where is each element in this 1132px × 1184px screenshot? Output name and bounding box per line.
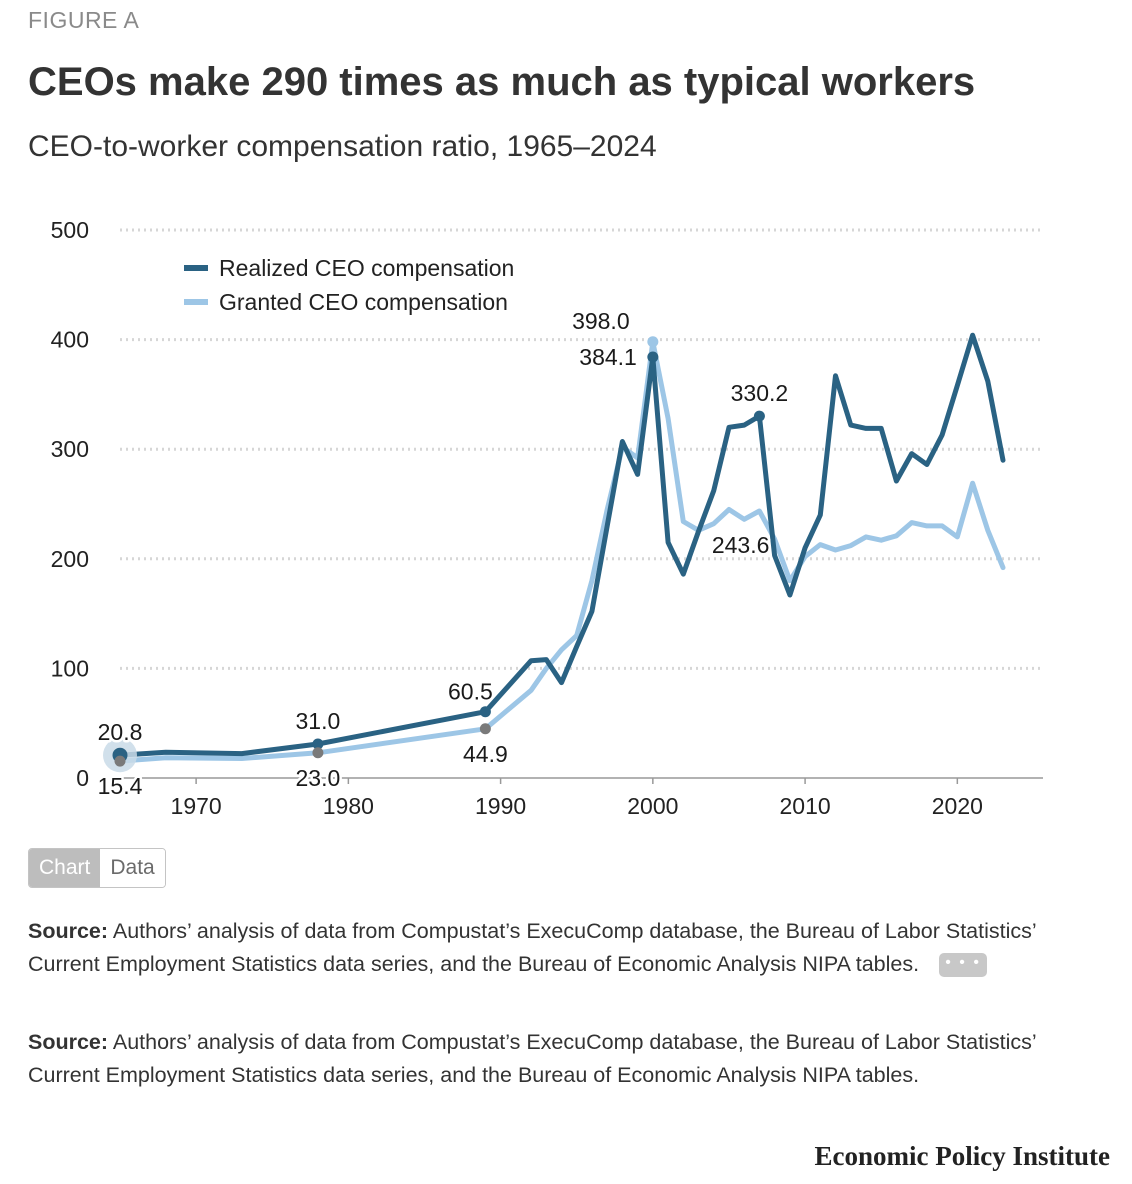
series-lines	[117, 332, 1006, 764]
y-tick-label: 300	[51, 436, 89, 462]
x-tick-label: 1970	[171, 793, 222, 819]
data-label: 44.9	[463, 741, 508, 767]
source-label: Source:	[28, 1030, 109, 1054]
expand-source-button[interactable]: • • •	[939, 953, 988, 978]
data-markers	[103, 336, 765, 773]
y-tick-label: 100	[51, 655, 89, 681]
data-label: 23.0	[296, 765, 341, 791]
data-label: 384.1	[579, 344, 637, 370]
data-label: 398.0	[572, 308, 630, 334]
realized-marker	[479, 706, 491, 718]
figure-label: FIGURE A	[28, 7, 140, 33]
realized-series-line	[117, 332, 1006, 758]
line-chart: 0 100 200 300 400 500 1970 1980 1990 2000 2010 2020…	[51, 217, 1043, 819]
source-text: Authors’ analysis of data from Compustat…	[28, 919, 1036, 976]
legend-label: Granted CEO compensation	[219, 289, 508, 315]
data-labels: 20.8 15.4 31.0 23.0 60.5 44.9 398.0 384.1 330.2 2…	[95, 305, 791, 801]
realized-marker	[753, 410, 765, 422]
axes: 0 100 200 300 400 500 1970 1980 1990 2000 2010 2020	[51, 217, 1043, 819]
realized-marker	[312, 738, 324, 750]
y-tick-label: 500	[51, 217, 89, 243]
data-label: 243.6	[712, 532, 770, 558]
data-label: 60.5	[448, 679, 493, 705]
x-tick-label: 1990	[475, 793, 526, 819]
legend-label: Realized CEO compensation	[219, 255, 514, 281]
y-tick-label: 400	[51, 327, 89, 353]
chart-data-toggle: Chart Data	[28, 848, 166, 888]
data-label: 330.2	[731, 380, 789, 406]
granted-marker	[479, 723, 491, 735]
source-text: Authors’ analysis of data from Compustat…	[28, 1030, 1036, 1087]
source-note-truncated: Source: Authors’ analysis of data from C…	[28, 915, 1098, 981]
publisher-logo: Economic Policy Institute	[814, 1141, 1110, 1171]
granted-marker	[312, 747, 324, 759]
chart-title: CEOs make 290 times as much as typical w…	[28, 60, 976, 104]
source-note-full: Source: Authors’ analysis of data from C…	[28, 1026, 1098, 1092]
data-label: 31.0	[296, 708, 341, 734]
data-label: 15.4	[98, 773, 143, 799]
granted-series-line	[117, 339, 1006, 764]
x-tick-label: 2010	[780, 793, 831, 819]
legend: Realized CEO compensation Granted CEO com…	[184, 255, 514, 315]
y-tick-label: 200	[51, 546, 89, 572]
source-label: Source:	[28, 919, 109, 943]
granted-marker	[647, 336, 659, 348]
y-tick-label: 0	[76, 765, 89, 791]
chart-subtitle: CEO-to-worker compensation ratio, 1965–2…	[28, 130, 657, 163]
chart-tab[interactable]: Chart	[29, 849, 101, 887]
data-tab[interactable]: Data	[100, 849, 165, 887]
x-tick-label: 2020	[932, 793, 983, 819]
x-tick-label: 2000	[627, 793, 678, 819]
data-label: 20.8	[98, 719, 143, 745]
realized-marker	[647, 351, 659, 363]
granted-marker	[114, 755, 126, 767]
x-tick-label: 1980	[323, 793, 374, 819]
